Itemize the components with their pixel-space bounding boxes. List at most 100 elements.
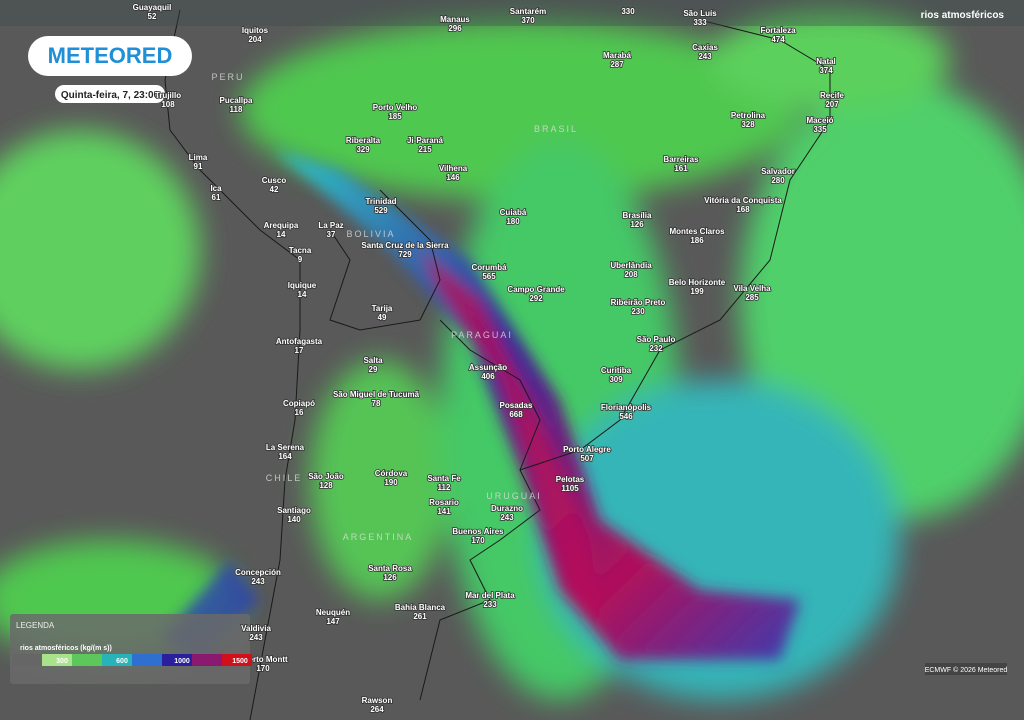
- city-name: Maceió: [806, 116, 833, 125]
- city-value: 474: [771, 35, 785, 44]
- city-value: 16: [295, 408, 304, 417]
- legend-title: LEGENDA: [16, 621, 55, 630]
- legend-tick: 600: [116, 658, 128, 665]
- city-name: Trujillo: [155, 91, 181, 100]
- city-value: 406: [481, 372, 495, 381]
- city-name: Barreiras: [663, 155, 699, 164]
- city-name: Bahía Blanca: [395, 603, 446, 612]
- city-name: Arequipa: [264, 221, 299, 230]
- city-value: 370: [521, 16, 535, 25]
- city-value: 335: [813, 125, 827, 134]
- city-value: 17: [295, 346, 304, 355]
- city-name: La Paz: [318, 221, 343, 230]
- city-value: 37: [327, 230, 336, 239]
- city-name: Montes Claros: [669, 227, 725, 236]
- country-label: PARAGUAI: [451, 330, 513, 340]
- city-name: Ji-Paraná: [407, 136, 444, 145]
- city-name: Lima: [189, 153, 208, 162]
- datetime: Quinta-feira, 7, 23:00: [61, 90, 160, 101]
- city-value: 49: [378, 313, 387, 322]
- city-value: 374: [819, 66, 833, 75]
- city-value: 243: [251, 577, 265, 586]
- city-name: Neuquén: [316, 608, 350, 617]
- borders: [164, 9, 831, 720]
- city-value: 329: [356, 145, 370, 154]
- city-name: Corumbá: [471, 263, 507, 272]
- logo-badge: [28, 36, 192, 76]
- city-name: São Luís: [683, 9, 717, 18]
- labels: PERU BRASIL BOLIVIA PARAGUAI URUGUAI CHILE ARG…: [132, 2, 845, 715]
- legend-tick: 1500: [232, 658, 248, 665]
- country-label: ARGENTINA: [343, 532, 414, 542]
- city-name: Recife: [820, 91, 845, 100]
- city-name: Fortaleza: [760, 26, 796, 35]
- city-value: 168: [736, 205, 750, 214]
- city-value: 287: [610, 60, 624, 69]
- city-name: Salta: [363, 356, 383, 365]
- city-name: Ica: [210, 184, 222, 193]
- city-name: Cusco: [262, 176, 287, 185]
- city-name: Belo Horizonte: [669, 278, 726, 287]
- legend-tick: 1000: [174, 658, 190, 665]
- city-value: 208: [624, 270, 638, 279]
- city-name: Cuiabá: [500, 208, 527, 217]
- country-label: PERU: [211, 72, 244, 82]
- city-value: 565: [482, 272, 496, 281]
- city-name: Tacna: [289, 246, 312, 255]
- city-name: Trinidad: [365, 197, 396, 206]
- country-label: CHILE: [266, 473, 303, 483]
- city-name: La Serena: [266, 443, 305, 452]
- city-value: 199: [690, 287, 704, 296]
- city-value: 14: [277, 230, 286, 239]
- city-name: Vilhena: [439, 164, 468, 173]
- city-value: 9: [298, 255, 303, 264]
- city-name: São João: [308, 472, 344, 481]
- datetime-badge: [55, 85, 165, 103]
- city-value: 529: [374, 206, 388, 215]
- city-name: Petrolina: [731, 111, 766, 120]
- city-value: 215: [418, 145, 432, 154]
- city-value: 204: [248, 35, 262, 44]
- city-value: 164: [278, 452, 292, 461]
- legend-swatch: [162, 654, 192, 666]
- city-value: 126: [630, 220, 644, 229]
- city-name: Ribeirão Preto: [611, 298, 666, 307]
- city-value: 729: [398, 250, 412, 259]
- city-value: 296: [448, 24, 462, 33]
- city-name: Campo Grande: [507, 285, 565, 294]
- city-value: 14: [298, 290, 307, 299]
- city-name: Uberlândia: [610, 261, 652, 270]
- city-name: São Paulo: [637, 335, 676, 344]
- country-label: BOLIVIA: [346, 229, 395, 239]
- city-name: Pelotas: [556, 475, 585, 484]
- city-name: Santiago: [277, 506, 311, 515]
- credit: ECMWF © 2026 Meteored: [925, 666, 1008, 674]
- city-name: Valdivia: [241, 624, 271, 633]
- city-name: Marabá: [603, 51, 632, 60]
- legend-swatch: [222, 654, 252, 666]
- city-value: 285: [745, 293, 759, 302]
- city-value: 146: [446, 173, 460, 182]
- city-value: 330: [621, 7, 635, 16]
- city-value: 180: [506, 217, 520, 226]
- city-name: Vitória da Conquista: [704, 196, 782, 205]
- city-value: 190: [384, 478, 398, 487]
- legend-swatch: [132, 654, 162, 666]
- city-value: 185: [388, 112, 402, 121]
- credit-box: [925, 663, 1007, 675]
- city-value: 243: [249, 633, 263, 642]
- city-value: 668: [509, 410, 523, 419]
- city-value: 309: [609, 375, 623, 384]
- city-value: 91: [194, 162, 203, 171]
- legend-variable: rios atmosféricos (kg/(m s)): [20, 645, 112, 652]
- city-name: Natal: [816, 57, 836, 66]
- legend-box: [10, 614, 250, 684]
- city-value: 1105: [561, 484, 579, 493]
- city-value: 232: [649, 344, 663, 353]
- city-name: Antofagasta: [276, 337, 323, 346]
- city-name: Assunção: [469, 363, 507, 372]
- city-value: 161: [674, 164, 688, 173]
- city-value: 112: [438, 483, 451, 492]
- city-value: 186: [690, 236, 704, 245]
- city-value: 207: [825, 100, 839, 109]
